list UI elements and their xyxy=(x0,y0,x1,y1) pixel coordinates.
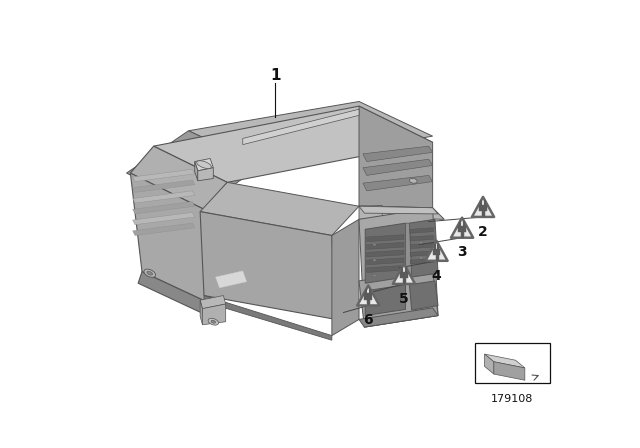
Polygon shape xyxy=(198,168,213,181)
Polygon shape xyxy=(484,354,525,368)
Polygon shape xyxy=(359,308,438,327)
Polygon shape xyxy=(195,159,213,171)
Polygon shape xyxy=(494,362,525,380)
Polygon shape xyxy=(476,343,550,383)
Polygon shape xyxy=(359,206,438,214)
Polygon shape xyxy=(200,296,226,309)
Polygon shape xyxy=(332,220,359,336)
Polygon shape xyxy=(195,162,198,181)
Text: 1: 1 xyxy=(270,68,280,83)
Polygon shape xyxy=(410,236,433,241)
Polygon shape xyxy=(410,281,438,310)
Text: 3: 3 xyxy=(457,246,467,259)
Polygon shape xyxy=(479,205,487,211)
Polygon shape xyxy=(132,202,195,214)
Polygon shape xyxy=(367,258,404,265)
Ellipse shape xyxy=(211,320,216,323)
Ellipse shape xyxy=(419,241,422,244)
Text: 5: 5 xyxy=(399,292,409,306)
Ellipse shape xyxy=(410,178,417,183)
Polygon shape xyxy=(410,220,438,277)
Polygon shape xyxy=(132,223,195,236)
Polygon shape xyxy=(363,159,433,176)
Polygon shape xyxy=(132,212,195,225)
Polygon shape xyxy=(132,191,195,203)
Polygon shape xyxy=(367,235,404,241)
Polygon shape xyxy=(365,223,406,283)
Polygon shape xyxy=(451,218,473,238)
Ellipse shape xyxy=(373,244,376,246)
Ellipse shape xyxy=(147,271,152,275)
Polygon shape xyxy=(359,106,433,208)
Polygon shape xyxy=(357,285,380,306)
Polygon shape xyxy=(363,146,433,162)
Ellipse shape xyxy=(144,269,156,277)
Polygon shape xyxy=(127,131,262,208)
Ellipse shape xyxy=(373,274,376,277)
Polygon shape xyxy=(243,109,359,145)
Polygon shape xyxy=(200,300,202,325)
Polygon shape xyxy=(359,206,382,220)
Polygon shape xyxy=(406,223,412,277)
Polygon shape xyxy=(410,251,433,256)
Ellipse shape xyxy=(196,161,211,168)
Polygon shape xyxy=(410,243,433,249)
Polygon shape xyxy=(359,206,444,220)
Polygon shape xyxy=(202,304,226,325)
Text: 6: 6 xyxy=(364,313,373,327)
Ellipse shape xyxy=(373,259,376,261)
Polygon shape xyxy=(426,241,447,261)
Ellipse shape xyxy=(208,318,218,325)
Polygon shape xyxy=(367,266,404,272)
Polygon shape xyxy=(410,258,433,264)
Polygon shape xyxy=(131,146,227,209)
Polygon shape xyxy=(359,269,438,327)
Polygon shape xyxy=(367,250,404,257)
Polygon shape xyxy=(200,211,336,319)
Ellipse shape xyxy=(419,257,422,259)
Polygon shape xyxy=(359,208,438,327)
Polygon shape xyxy=(364,293,372,300)
Polygon shape xyxy=(363,176,433,191)
Polygon shape xyxy=(367,242,404,250)
Polygon shape xyxy=(472,197,494,217)
Polygon shape xyxy=(393,264,415,284)
Text: 4: 4 xyxy=(431,268,442,283)
Polygon shape xyxy=(200,182,359,236)
Polygon shape xyxy=(410,228,433,233)
Polygon shape xyxy=(365,285,406,315)
Polygon shape xyxy=(204,296,332,340)
Polygon shape xyxy=(216,271,246,288)
Polygon shape xyxy=(400,272,408,278)
Polygon shape xyxy=(433,249,440,255)
Polygon shape xyxy=(189,102,433,165)
Polygon shape xyxy=(131,173,220,308)
Polygon shape xyxy=(138,271,220,319)
Polygon shape xyxy=(458,226,466,232)
Text: 2: 2 xyxy=(478,224,488,239)
Text: 179108: 179108 xyxy=(492,394,534,404)
Polygon shape xyxy=(154,106,433,182)
Polygon shape xyxy=(132,180,195,192)
Polygon shape xyxy=(132,169,195,181)
Polygon shape xyxy=(484,354,494,374)
